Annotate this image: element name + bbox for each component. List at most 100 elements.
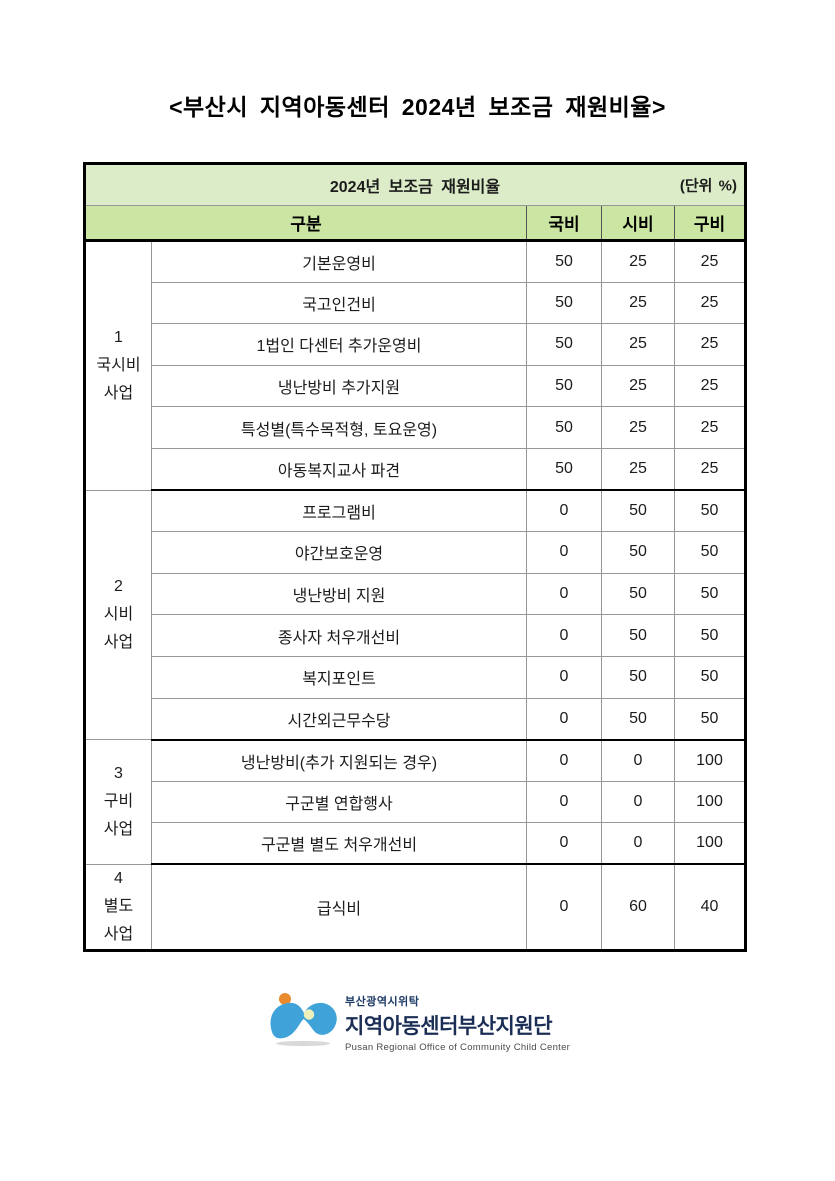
item-cell: 시간외근무수당 [151,697,527,741]
item-cell: 급식비 [151,863,527,951]
value-cell: 50 [674,572,746,616]
value-cell: 60 [601,863,675,951]
value-cell: 50 [526,406,602,449]
value-cell: 50 [526,364,602,408]
table-row: 종사자 처우개선비 0 50 50 [85,614,746,657]
value-cell: 25 [674,364,746,408]
value-cell: 0 [601,739,675,782]
section-label-4: 4 별도 사업 [84,863,152,951]
item-cell: 야간보호운영 [151,531,527,574]
value-cell: 25 [601,240,675,283]
value-cell: 50 [526,240,602,283]
table-row: 구군별 연합행사 0 0 100 [85,780,746,824]
value-cell: 100 [674,780,746,824]
item-cell: 냉난방비 추가지원 [151,364,527,408]
item-cell: 냉난방비 지원 [151,572,527,616]
section-label-2: 2 시비 사업 [84,489,152,741]
item-cell: 기본운영비 [151,240,527,283]
subsidy-ratio-table: 2024년 보조금 재원비율 (단위 %) 구분 국비 시비 구비 1 국시비 … [83,162,747,952]
table-title: 2024년 보조금 재원비율 [329,179,501,196]
busan-support-center-logo: 부산광역시위탁 지역아동센터부산지원단 Pusan Regional Offic… [268,988,570,1053]
value-cell: 0 [526,614,602,657]
column-header-row: 구분 국비 시비 구비 [84,205,746,242]
item-cell: 구군별 연합행사 [151,780,527,824]
org-name-english: Pusan Regional Office of Community Child… [345,1042,571,1053]
value-cell: 50 [526,323,602,366]
value-cell: 0 [526,739,602,782]
page-title: <부산시 지역아동센터 2024년 보조금 재원비율> [169,94,666,120]
table-row: 1 국시비 사업 기본운영비 50 25 25 [84,240,746,491]
value-cell: 50 [674,655,746,699]
section-label-1: 1 국시비 사업 [84,240,152,491]
value-cell: 0 [526,863,602,951]
value-cell: 0 [526,489,602,533]
org-tagline: 부산광역시위탁 [345,996,420,1008]
table-row: 복지포인트 0 50 50 [85,655,746,699]
value-cell: 25 [674,323,746,366]
table-row: 1법인 다센터 추가운영비 50 25 25 [85,323,746,366]
item-cell: 프로그램비 [151,489,527,533]
value-cell: 50 [674,489,746,533]
item-cell: 복지포인트 [151,655,527,699]
logo-mark-icon [270,993,337,1047]
value-cell: 25 [674,240,746,283]
value-cell: 50 [674,697,746,741]
value-cell: 25 [601,406,675,449]
value-cell: 0 [526,822,602,866]
item-cell: 특성별(특수목적형, 토요운영) [151,406,527,449]
value-cell: 40 [674,863,746,951]
unit-label: (단위 %) [679,177,737,195]
table-row: 아동복지교사 파견 50 25 25 [85,447,746,492]
col-header-gubi: 구비 [674,205,746,242]
value-cell: 25 [601,364,675,408]
value-cell: 25 [674,447,746,492]
value-cell: 0 [526,697,602,741]
value-cell: 25 [601,447,675,492]
value-cell: 50 [674,614,746,657]
value-cell: 50 [601,655,675,699]
value-cell: 100 [674,739,746,782]
value-cell: 25 [674,281,746,325]
org-name: 지역아동센터부산지원단 [345,1015,553,1038]
value-cell: 0 [526,655,602,699]
table-row: 특성별(특수목적형, 토요운영) 50 25 25 [85,406,746,449]
value-cell: 0 [526,531,602,574]
col-header-gubun: 구분 [84,205,527,242]
value-cell: 50 [601,489,675,533]
table-row: 구군별 별도 처우개선비 0 0 100 [85,822,746,866]
table-title-cell: 2024년 보조금 재원비율 (단위 %) [84,163,746,206]
table-row: 시간외근무수당 0 50 50 [85,697,746,741]
item-cell: 국고인건비 [151,281,527,325]
value-cell: 50 [526,281,602,325]
table-row: 3 구비 사업 냉난방비(추가 지원되는 경우) 0 0 100 [84,739,746,865]
table-row: 냉난방비 지원 0 50 50 [85,572,746,616]
value-cell: 25 [601,323,675,366]
value-cell: 50 [526,447,602,492]
value-cell: 50 [601,572,675,616]
col-header-sibi: 시비 [601,205,675,242]
table-row: 2 시비 사업 프로그램비 0 50 50 [84,489,746,741]
table-row: 국고인건비 50 25 25 [85,281,746,325]
value-cell: 25 [674,406,746,449]
value-cell: 50 [601,531,675,574]
value-cell: 0 [526,780,602,824]
table-row: 야간보호운영 0 50 50 [85,531,746,574]
item-cell: 종사자 처우개선비 [151,614,527,657]
item-cell: 아동복지교사 파견 [151,447,527,492]
table-row: 4 별도 사업 급식비 0 60 40 [84,863,746,951]
table-title-row: 2024년 보조금 재원비율 (단위 %) [84,163,746,206]
value-cell: 0 [526,572,602,616]
item-cell: 구군별 별도 처우개선비 [151,822,527,866]
value-cell: 50 [674,531,746,574]
item-cell: 1법인 다센터 추가운영비 [151,323,527,366]
section-label-3: 3 구비 사업 [84,739,152,865]
table-row: 냉난방비 추가지원 50 25 25 [85,364,746,408]
value-cell: 25 [601,281,675,325]
value-cell: 50 [601,697,675,741]
value-cell: 0 [601,780,675,824]
col-header-gukbi: 국비 [526,205,602,242]
value-cell: 0 [601,822,675,866]
value-cell: 50 [601,614,675,657]
item-cell: 냉난방비(추가 지원되는 경우) [151,739,527,782]
value-cell: 100 [674,822,746,866]
